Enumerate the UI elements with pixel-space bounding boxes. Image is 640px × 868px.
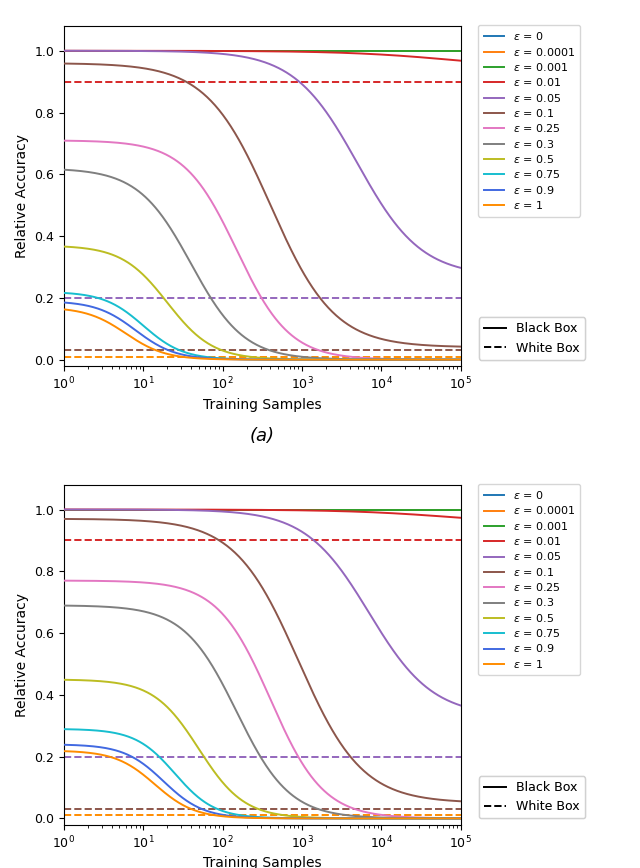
Y-axis label: Relative Accuracy: Relative Accuracy <box>15 134 29 258</box>
X-axis label: Training Samples: Training Samples <box>203 857 322 868</box>
X-axis label: Training Samples: Training Samples <box>203 398 322 411</box>
Text: (a): (a) <box>250 427 275 445</box>
Legend: Black Box, White Box: Black Box, White Box <box>479 318 585 359</box>
Y-axis label: Relative Accuracy: Relative Accuracy <box>15 593 29 717</box>
Legend: Black Box, White Box: Black Box, White Box <box>479 776 585 819</box>
